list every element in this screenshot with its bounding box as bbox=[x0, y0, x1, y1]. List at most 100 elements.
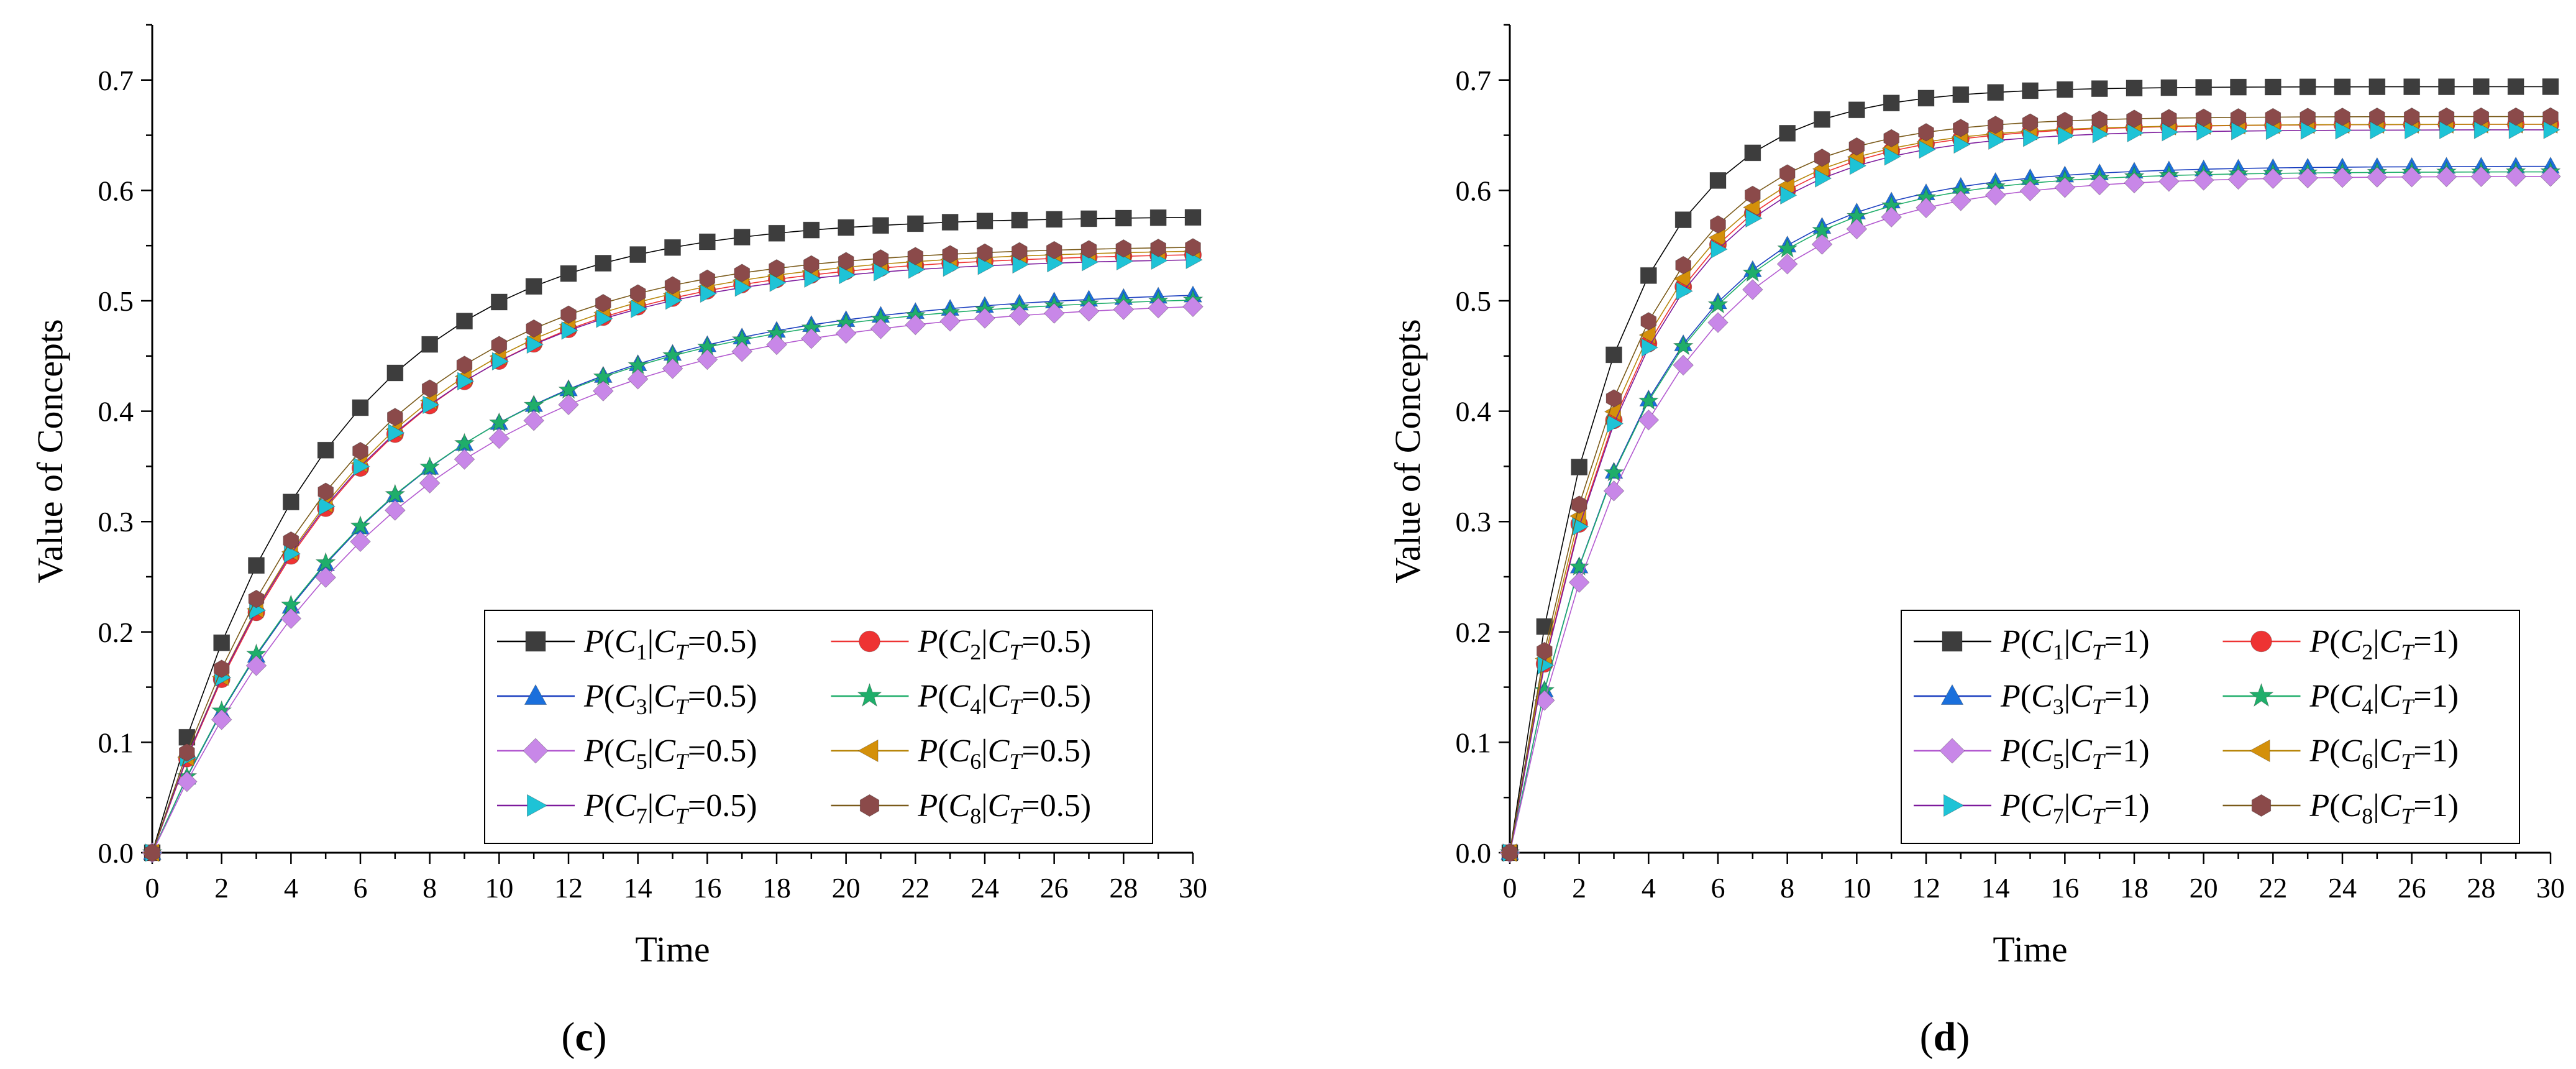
y-tick-label: 0.4 bbox=[98, 396, 134, 428]
data-point bbox=[1710, 240, 1728, 259]
y-tick-label: 0.7 bbox=[98, 65, 134, 96]
data-point bbox=[454, 449, 475, 470]
data-point bbox=[1742, 279, 1763, 300]
y-tick-label: 0.1 bbox=[98, 727, 134, 758]
series-5 bbox=[142, 296, 1204, 863]
data-point bbox=[908, 260, 926, 279]
data-point bbox=[2057, 126, 2075, 145]
data-point bbox=[1815, 168, 1832, 188]
data-point bbox=[1675, 255, 1691, 275]
legend-label: P(C6|CT=0.5) bbox=[918, 733, 1092, 774]
legend-item: P(C8|CT=1) bbox=[2222, 788, 2459, 828]
data-point bbox=[1607, 414, 1624, 433]
data-point bbox=[490, 293, 508, 311]
data-point bbox=[803, 255, 820, 274]
data-point bbox=[2332, 167, 2353, 188]
data-point bbox=[1185, 238, 1201, 257]
data-point bbox=[1881, 206, 1902, 228]
data-point bbox=[421, 336, 439, 353]
chart-panel-d: 0 2 4 6 8 10 12 14 16 18 20 22 24 26 28 300.00.10.20.30… bbox=[1387, 24, 2565, 1060]
data-point bbox=[907, 247, 924, 265]
x-tick-label: 26 bbox=[2398, 872, 2426, 904]
x-tick-label: 0 bbox=[1503, 872, 1517, 904]
x-tick-label: 22 bbox=[2259, 872, 2287, 904]
data-point bbox=[596, 309, 613, 328]
legend-box bbox=[484, 610, 1153, 844]
data-point bbox=[352, 441, 368, 461]
data-point bbox=[941, 214, 959, 231]
data-point bbox=[2335, 121, 2352, 140]
data-point bbox=[1011, 211, 1028, 229]
data-point bbox=[282, 493, 299, 511]
data-point bbox=[1638, 390, 1659, 410]
data-point bbox=[2126, 109, 2142, 128]
y-tick-label: 0.2 bbox=[98, 617, 134, 648]
data-point bbox=[2473, 120, 2492, 139]
data-point bbox=[2230, 108, 2247, 127]
series-8 bbox=[144, 238, 1201, 862]
data-point bbox=[768, 224, 785, 242]
data-point bbox=[317, 482, 334, 501]
data-point bbox=[488, 412, 509, 432]
data-point bbox=[977, 243, 993, 262]
data-point bbox=[1116, 252, 1134, 271]
data-point bbox=[1604, 402, 1621, 421]
legend-item: P(C5|CT=0.5) bbox=[497, 733, 757, 774]
x-tick-label: 30 bbox=[2536, 872, 2565, 904]
legend-label: P(C3|CT=0.5) bbox=[583, 679, 757, 719]
data-point bbox=[2195, 108, 2212, 127]
data-point bbox=[1950, 190, 1971, 211]
y-tick-label: 0.0 bbox=[1456, 837, 1492, 869]
data-point bbox=[1745, 209, 1763, 228]
data-point bbox=[526, 335, 544, 354]
data-point bbox=[839, 265, 856, 285]
data-point bbox=[1745, 185, 1761, 204]
data-point bbox=[733, 229, 751, 245]
data-point bbox=[1884, 147, 1901, 166]
y-tick-label: 0.6 bbox=[98, 175, 134, 206]
data-point bbox=[1113, 299, 1135, 320]
y-tick-label: 0.3 bbox=[1456, 506, 1492, 538]
data-point bbox=[2089, 174, 2110, 196]
y-axis-title: Value of Concepts bbox=[1387, 319, 1428, 583]
x-tick-label: 16 bbox=[2050, 872, 2079, 904]
data-point bbox=[283, 531, 299, 550]
data-point bbox=[977, 256, 995, 275]
data-point bbox=[2022, 113, 2039, 132]
panel-label: (d) bbox=[1920, 1014, 1970, 1060]
x-tick-label: 6 bbox=[354, 872, 368, 904]
data-point bbox=[734, 264, 750, 282]
data-point bbox=[1919, 140, 1936, 159]
legend-marker bbox=[2251, 794, 2272, 817]
data-point bbox=[419, 472, 441, 494]
data-point bbox=[942, 245, 958, 264]
data-point bbox=[318, 497, 336, 516]
data-point bbox=[1744, 144, 1761, 162]
data-point bbox=[2265, 108, 2281, 127]
series-5 bbox=[1499, 166, 2561, 863]
data-point bbox=[2368, 78, 2386, 96]
data-point bbox=[178, 728, 196, 746]
data-point bbox=[1779, 125, 1796, 142]
data-point bbox=[2091, 110, 2108, 129]
x-tick-label: 10 bbox=[485, 872, 513, 904]
data-point bbox=[731, 341, 752, 362]
legend-marker bbox=[1939, 738, 1965, 764]
data-point bbox=[1849, 156, 1867, 175]
data-point bbox=[2057, 111, 2073, 131]
data-point bbox=[2297, 167, 2318, 189]
y-tick-label: 0.1 bbox=[1456, 727, 1492, 758]
data-point bbox=[631, 299, 648, 318]
data-point bbox=[2160, 79, 2178, 96]
data-point bbox=[1082, 252, 1099, 272]
data-point bbox=[2508, 107, 2524, 126]
data-point bbox=[734, 278, 752, 297]
data-point bbox=[2470, 166, 2492, 188]
data-point bbox=[1988, 131, 2006, 150]
data-point bbox=[525, 278, 542, 295]
data-point bbox=[422, 395, 440, 415]
data-point bbox=[2542, 107, 2559, 126]
data-point bbox=[1047, 254, 1064, 273]
legend-marker bbox=[2250, 630, 2272, 653]
data-point bbox=[558, 394, 579, 416]
